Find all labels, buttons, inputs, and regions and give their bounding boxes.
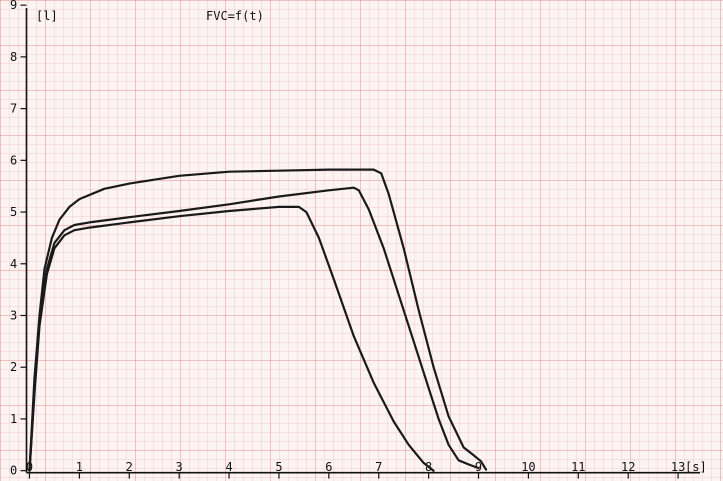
x-tick-label-4: 4 — [225, 460, 232, 474]
y-tick-label-9: 9 — [10, 0, 17, 12]
chart-title: FVC=f(t) — [206, 9, 264, 23]
x-tick-label-7: 7 — [375, 460, 382, 474]
fvc-curve-1 — [28, 168, 488, 472]
y-tick-label-8: 8 — [10, 50, 17, 64]
y-tick-label-2: 2 — [10, 360, 17, 374]
x-tick-label-12: 12 — [621, 460, 635, 474]
y-tick-label-7: 7 — [10, 102, 17, 116]
fvc-curve-2 — [28, 186, 480, 472]
curves — [28, 168, 488, 472]
y-tick-label-0: 0 — [10, 464, 17, 478]
x-tick-label-3: 3 — [176, 460, 183, 474]
x-tick-label-13: 13 — [671, 460, 685, 474]
tick-marks — [20, 4, 679, 479]
y-tick-label-6: 6 — [10, 153, 17, 167]
fvc-curve-3 — [28, 205, 435, 472]
x-tick-label-10: 10 — [521, 460, 535, 474]
x-tick-label-11: 11 — [571, 460, 585, 474]
axes — [25, 8, 700, 474]
y-tick-label-3: 3 — [10, 308, 17, 322]
y-tick-label-1: 1 — [10, 412, 17, 426]
x-tick-label-5: 5 — [275, 460, 282, 474]
y-tick-label-4: 4 — [10, 257, 17, 271]
x-tick-label-6: 6 — [325, 460, 332, 474]
x-tick-label-2: 2 — [126, 460, 133, 474]
y-tick-label-5: 5 — [10, 205, 17, 219]
y-axis-label: [l] — [36, 9, 58, 23]
x-axis-label: [s] — [685, 460, 707, 474]
x-tick-label-1: 1 — [76, 460, 83, 474]
